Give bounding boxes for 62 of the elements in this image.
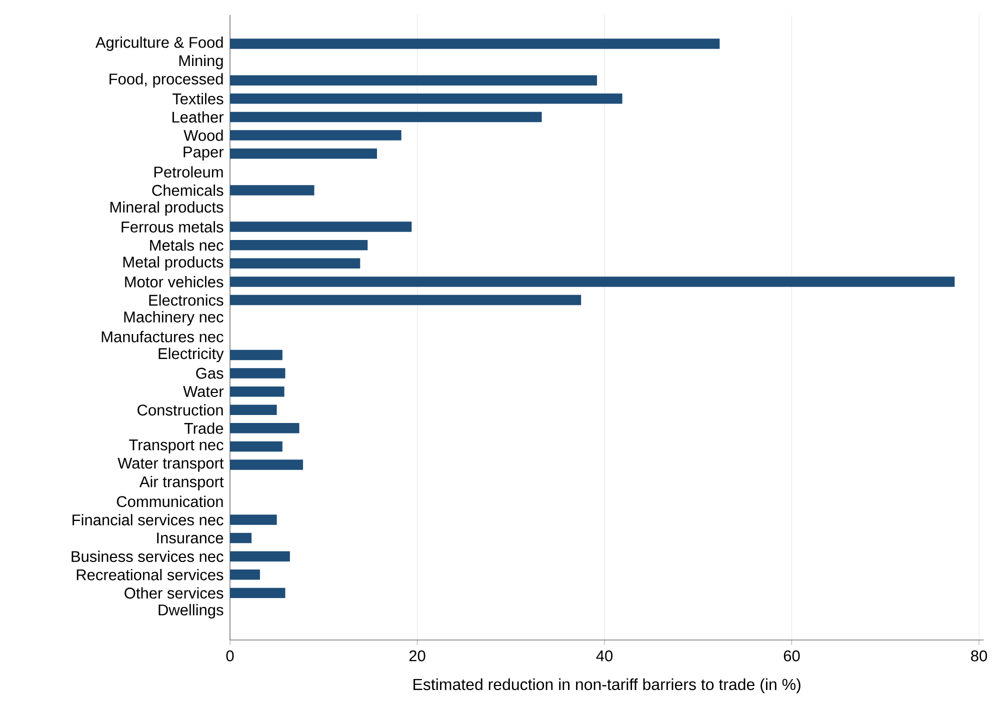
y-tick-label: Mineral products bbox=[110, 201, 224, 216]
y-tick-label: Dwellings bbox=[158, 604, 224, 618]
bar bbox=[230, 294, 582, 306]
y-tick-label: Other services bbox=[124, 587, 224, 599]
bar bbox=[230, 350, 282, 360]
bar bbox=[230, 570, 260, 580]
y-tick-label: Mining bbox=[179, 54, 223, 70]
bar bbox=[230, 148, 377, 159]
y-tick-label: Motor vehicles bbox=[125, 276, 224, 288]
x-tick-label: 60 bbox=[784, 650, 800, 662]
y-tick-label: Recreational services bbox=[76, 568, 224, 580]
y-tick-label: Agriculture & Food bbox=[95, 36, 223, 51]
y-tick-label: Chemicals bbox=[152, 184, 224, 196]
x-tick-label: 20 bbox=[409, 650, 426, 662]
y-tick-label: Insurance bbox=[157, 532, 224, 544]
bar bbox=[230, 222, 412, 232]
y-tick-label: Food, processed bbox=[110, 73, 223, 88]
y-tick-label: Financial services nec bbox=[72, 514, 224, 526]
bar bbox=[230, 75, 598, 86]
x-tick-label: 40 bbox=[596, 650, 613, 662]
bar bbox=[230, 532, 252, 544]
y-tick-label: Electricity bbox=[158, 348, 224, 362]
y-tick-label: Wood bbox=[184, 130, 223, 141]
y-tick-label: Petroleum bbox=[154, 166, 223, 178]
bar bbox=[230, 38, 720, 49]
y-tick-label: Manufactures nec bbox=[102, 330, 224, 342]
x-axis-title: Estimated reduction in non-tariff barriers to trade (in %) bbox=[414, 678, 800, 694]
bar bbox=[230, 112, 542, 122]
bar bbox=[230, 258, 360, 269]
y-tick-label: Textiles bbox=[172, 92, 224, 104]
bar bbox=[230, 514, 277, 525]
y-tick-label: Air transport bbox=[139, 476, 224, 490]
bar bbox=[230, 185, 314, 196]
y-tick-label: Business services nec bbox=[72, 550, 224, 562]
bar bbox=[230, 460, 304, 470]
bar bbox=[230, 94, 622, 104]
y-tick-label: Water bbox=[183, 386, 224, 397]
y-tick-label: Electronics bbox=[149, 294, 224, 306]
y-tick-label: Metal products bbox=[123, 256, 224, 271]
bar bbox=[230, 368, 286, 378]
y-tick-label: Paper bbox=[184, 146, 224, 161]
y-tick-label: Ferrous metals bbox=[122, 221, 224, 233]
bar bbox=[230, 276, 955, 287]
bar bbox=[230, 551, 290, 562]
bar bbox=[230, 404, 277, 416]
y-tick-label: Communication bbox=[116, 496, 223, 508]
y-tick-label: Metals nec bbox=[150, 239, 224, 251]
bar bbox=[230, 386, 284, 397]
bar bbox=[230, 588, 286, 598]
y-tick-label: Trade bbox=[184, 422, 224, 434]
y-tick-label: Gas bbox=[196, 368, 224, 379]
y-tick-label: Machinery nec bbox=[124, 311, 224, 326]
y-tick-label: Water transport bbox=[118, 458, 224, 472]
y-tick-label: Construction bbox=[138, 404, 223, 416]
y-tick-label: Leather bbox=[172, 111, 224, 123]
bar bbox=[230, 423, 300, 434]
bar bbox=[230, 240, 368, 250]
bar bbox=[230, 441, 282, 452]
x-tick-label: 0 bbox=[226, 650, 234, 662]
y-tick-label: Transport nec bbox=[129, 440, 224, 454]
bar bbox=[230, 130, 402, 140]
x-tick-label: 80 bbox=[971, 650, 988, 662]
